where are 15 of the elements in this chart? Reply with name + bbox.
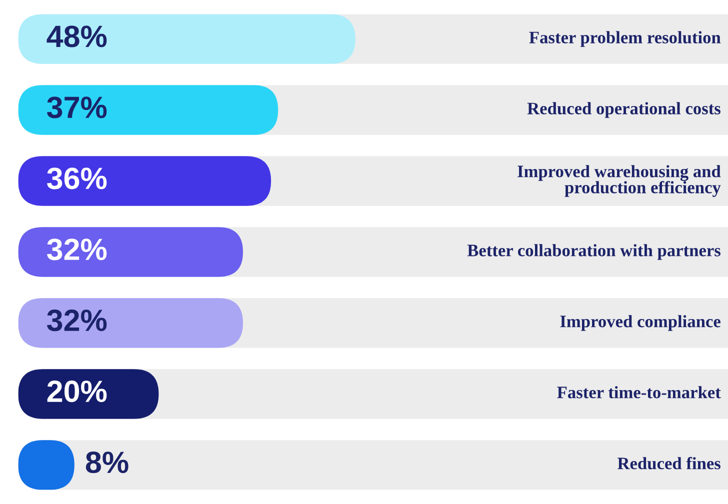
y-tick-label: Faster problem resolution — [529, 31, 721, 47]
data-label: 20% — [47, 380, 107, 402]
data-label: 8% — [86, 452, 128, 474]
data-label: 36% — [47, 168, 107, 190]
y-tick-label: Reduced operational costs — [527, 102, 720, 118]
data-label: 32% — [47, 238, 107, 260]
y-tick-label: Reduced fines — [618, 456, 720, 470]
y-tick-label: Improved warehousing and production efficiency — [518, 165, 721, 197]
data-label: 48% — [46, 26, 107, 48]
y-tick-label: Faster time-to-market — [557, 386, 721, 398]
y-tick-label: Better collaboration with partners — [467, 244, 720, 260]
bar — [18, 369, 159, 419]
data-label: 32% — [47, 310, 107, 332]
y-tick-label: Improved compliance — [560, 315, 720, 331]
data-label: 37% — [47, 96, 107, 118]
